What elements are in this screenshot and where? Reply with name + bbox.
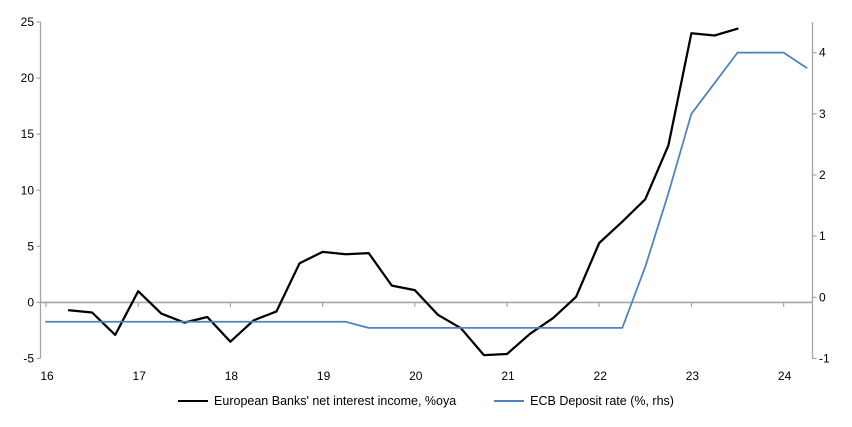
left-axis-tick-label: 20 [21,71,35,85]
legend-item-ecb-deposit-rate: ECB Deposit rate (%, rhs) [494,394,674,408]
x-axis-label: 20 [409,369,423,383]
chart-legend: European Banks' net interest income, %oy… [0,394,852,408]
right-axis-tick-label: 2 [819,168,826,182]
x-axis-label: 22 [594,369,608,383]
x-axis-label: 19 [317,369,331,383]
legend-item-net-interest-income: European Banks' net interest income, %oy… [178,394,456,408]
series-line-ecb-deposit-rate [45,51,808,329]
left-axis-tick-label: 15 [21,127,35,141]
legend-line-swatch-blue [494,400,525,402]
x-axis-label: 17 [133,369,147,383]
x-axis-label: 18 [225,369,239,383]
left-axis-tick-label: 10 [21,183,35,197]
right-axis-tick-label: 4 [819,46,826,60]
right-axis-tick-label: 1 [819,229,826,243]
x-axis-label: 16 [40,369,54,383]
right-axis-tick-label: 0 [819,290,826,304]
right-axis-tick-label: 3 [819,107,826,121]
x-axis-label: 24 [778,369,792,383]
legend-label-net-interest-income: European Banks' net interest income, %oy… [214,394,457,408]
legend-label-ecb-deposit-rate: ECB Deposit rate (%, rhs) [530,394,674,408]
series-line-net-interest-income [67,27,739,357]
left-axis-tick-label: 0 [27,295,34,309]
left-axis-tick-label: 25 [21,15,35,29]
right-axis-tick-label: -1 [819,352,830,366]
legend-line-swatch-black [178,400,209,402]
left-axis-tick-label: -5 [23,352,34,366]
x-axis-label: 23 [686,369,700,383]
left-axis-tick-label: 5 [27,239,34,253]
x-axis-label: 21 [501,369,515,383]
